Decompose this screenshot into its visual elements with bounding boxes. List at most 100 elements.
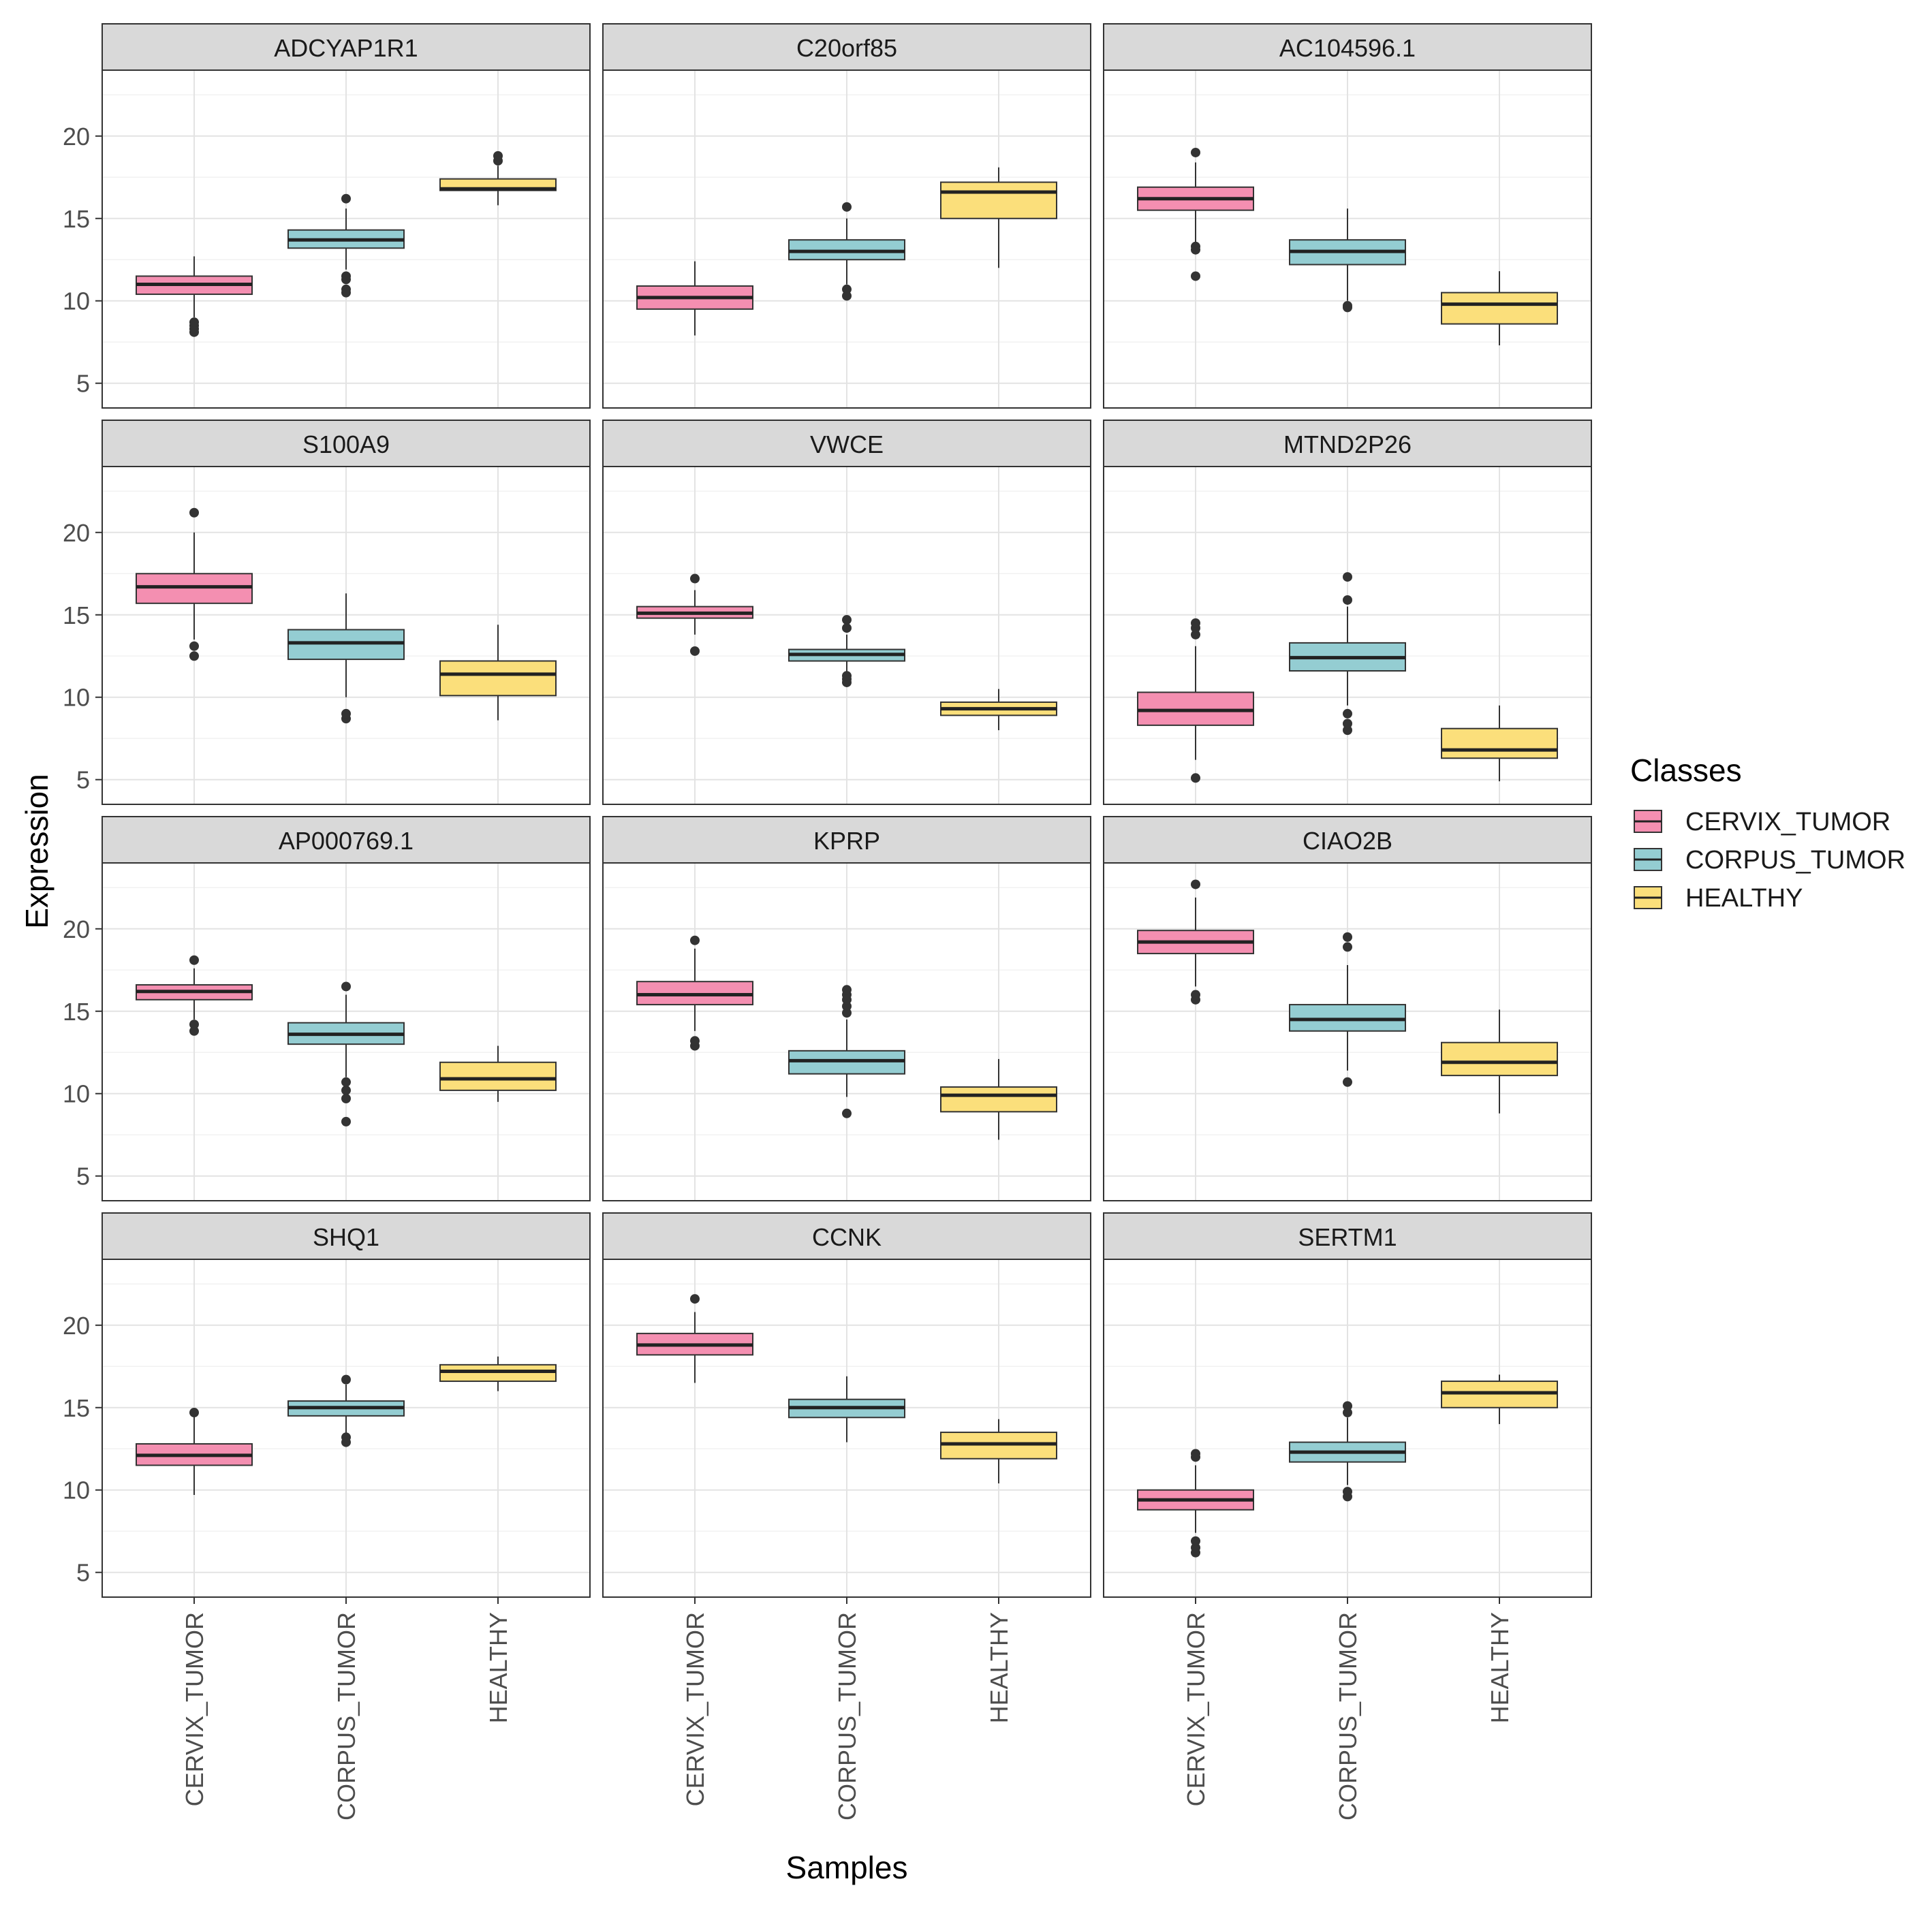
facet-strip <box>102 420 591 467</box>
x-tick-label: CORPUS_TUMOR <box>1334 1612 1362 1821</box>
box-cervix_tumor <box>136 1408 253 1495</box>
panel-border <box>1103 466 1592 805</box>
outlier-point <box>341 1116 351 1126</box>
x-tick-label: HEALTHY <box>985 1612 1013 1723</box>
y-tick-label: 10 <box>63 684 90 712</box>
outlier-point <box>690 935 700 945</box>
legend-entry: HEALTHY <box>1634 884 1803 913</box>
x-tick-label: HEALTHY <box>484 1612 512 1723</box>
box-corpus_tumor <box>287 593 405 724</box>
box-iqr <box>439 660 557 697</box>
facet-strip <box>102 816 591 864</box>
outlier-point <box>1191 241 1200 251</box>
outlier-point <box>189 651 199 661</box>
box-iqr <box>1441 1041 1558 1077</box>
box-healthy <box>940 167 1057 268</box>
outlier-point <box>1343 300 1352 311</box>
outlier-point <box>1191 879 1200 889</box>
facet-title: S100A9 <box>302 430 390 458</box>
facet-title: AP000769.1 <box>279 827 414 855</box>
outlier-point <box>341 271 351 281</box>
x-tick-label: CORPUS_TUMOR <box>833 1612 861 1821</box>
box-healthy <box>439 151 557 206</box>
outlier-point <box>1343 1401 1352 1411</box>
box-healthy <box>1441 1009 1558 1114</box>
outlier-point <box>341 193 351 204</box>
facet-title: MTND2P26 <box>1283 430 1412 458</box>
facet-panel: KPRP <box>602 816 1091 1201</box>
y-tick-label: 10 <box>63 1477 90 1504</box>
outlier-point <box>189 641 199 651</box>
box-corpus_tumor <box>1289 572 1406 736</box>
facet-title: CIAO2B <box>1303 827 1392 855</box>
y-tick-label: 20 <box>63 123 90 151</box>
box-cervix_tumor <box>636 935 753 1051</box>
facet-title: ADCYAP1R1 <box>274 34 418 62</box>
legend: Classes CERVIX_TUMOR CORPUS_TUMOR HEALTHY <box>1630 753 1905 913</box>
outlier-point <box>1191 990 1200 1000</box>
facet-strip <box>602 420 1091 467</box>
facet-title: CCNK <box>812 1223 882 1251</box>
panel-border <box>602 69 1091 409</box>
box-healthy <box>1441 705 1558 782</box>
facet-panel: SHQ1 5 10 15 20 <box>63 1212 591 1598</box>
facet-panel: SERTM1 <box>1103 1212 1592 1598</box>
box-cervix_tumor <box>136 955 253 1036</box>
box-cervix_tumor <box>136 507 253 661</box>
outlier-point <box>341 284 351 294</box>
outlier-point <box>842 615 852 625</box>
legend-title: Classes <box>1630 753 1742 788</box>
legend-entry: CERVIX_TUMOR <box>1634 808 1890 836</box>
box-iqr <box>1441 727 1558 759</box>
outlier-point <box>1191 1543 1200 1553</box>
box-corpus_tumor <box>287 1374 405 1447</box>
legend-entry: CORPUS_TUMOR <box>1634 846 1905 874</box>
outlier-point <box>341 1432 351 1443</box>
facet-panel: VWCE <box>602 420 1091 805</box>
facet-title: C20orf85 <box>796 34 897 62</box>
outlier-point <box>842 1001 852 1011</box>
y-tick-label: 20 <box>63 915 90 943</box>
outlier-point <box>1191 773 1200 783</box>
outlier-point <box>493 151 503 161</box>
box-corpus_tumor <box>788 985 905 1118</box>
x-axis-title: Samples <box>786 1850 908 1885</box>
facet-panel: C20orf85 <box>602 23 1091 409</box>
outlier-point <box>842 291 852 301</box>
x-tick-label: CERVIX_TUMOR <box>1182 1612 1210 1806</box>
panel-border <box>102 466 591 805</box>
box-cervix_tumor <box>1137 147 1254 281</box>
outlier-point <box>1343 719 1352 729</box>
legend-label: HEALTHY <box>1685 884 1803 913</box>
outlier-point <box>690 1294 700 1304</box>
box-healthy <box>940 689 1057 731</box>
box-healthy <box>940 1419 1057 1484</box>
outlier-point <box>189 507 199 518</box>
y-axis-title: Expression <box>19 774 54 929</box>
box-iqr <box>1441 291 1558 325</box>
outlier-point <box>1191 629 1200 640</box>
y-tick-label: 15 <box>63 998 90 1026</box>
box-cervix_tumor <box>1137 618 1254 783</box>
facet-title: AC104596.1 <box>1279 34 1416 62</box>
y-tick-label: 5 <box>76 1559 90 1587</box>
panel-border <box>1103 69 1592 409</box>
facet-strip <box>602 1212 1091 1260</box>
y-tick-label: 5 <box>76 766 90 794</box>
box-iqr <box>940 1086 1057 1113</box>
outlier-point <box>1343 1487 1352 1497</box>
outlier-point <box>1343 708 1352 719</box>
legend-label: CERVIX_TUMOR <box>1685 808 1890 836</box>
box-iqr <box>940 181 1057 219</box>
facet-strip <box>1103 420 1592 467</box>
box-cervix_tumor <box>636 261 753 336</box>
box-cervix_tumor <box>136 256 253 337</box>
box-cervix_tumor <box>636 573 753 656</box>
x-axis-tick-labels: CERVIX_TUMOR CORPUS_TUMOR HEALTHY CERVIX_TU… <box>181 1597 1514 1821</box>
outlier-point <box>1343 1408 1352 1418</box>
facet-panel: CIAO2B <box>1103 816 1592 1201</box>
outlier-point <box>189 955 199 965</box>
box-corpus_tumor <box>1289 1401 1406 1502</box>
box-corpus_tumor <box>788 1376 905 1443</box>
